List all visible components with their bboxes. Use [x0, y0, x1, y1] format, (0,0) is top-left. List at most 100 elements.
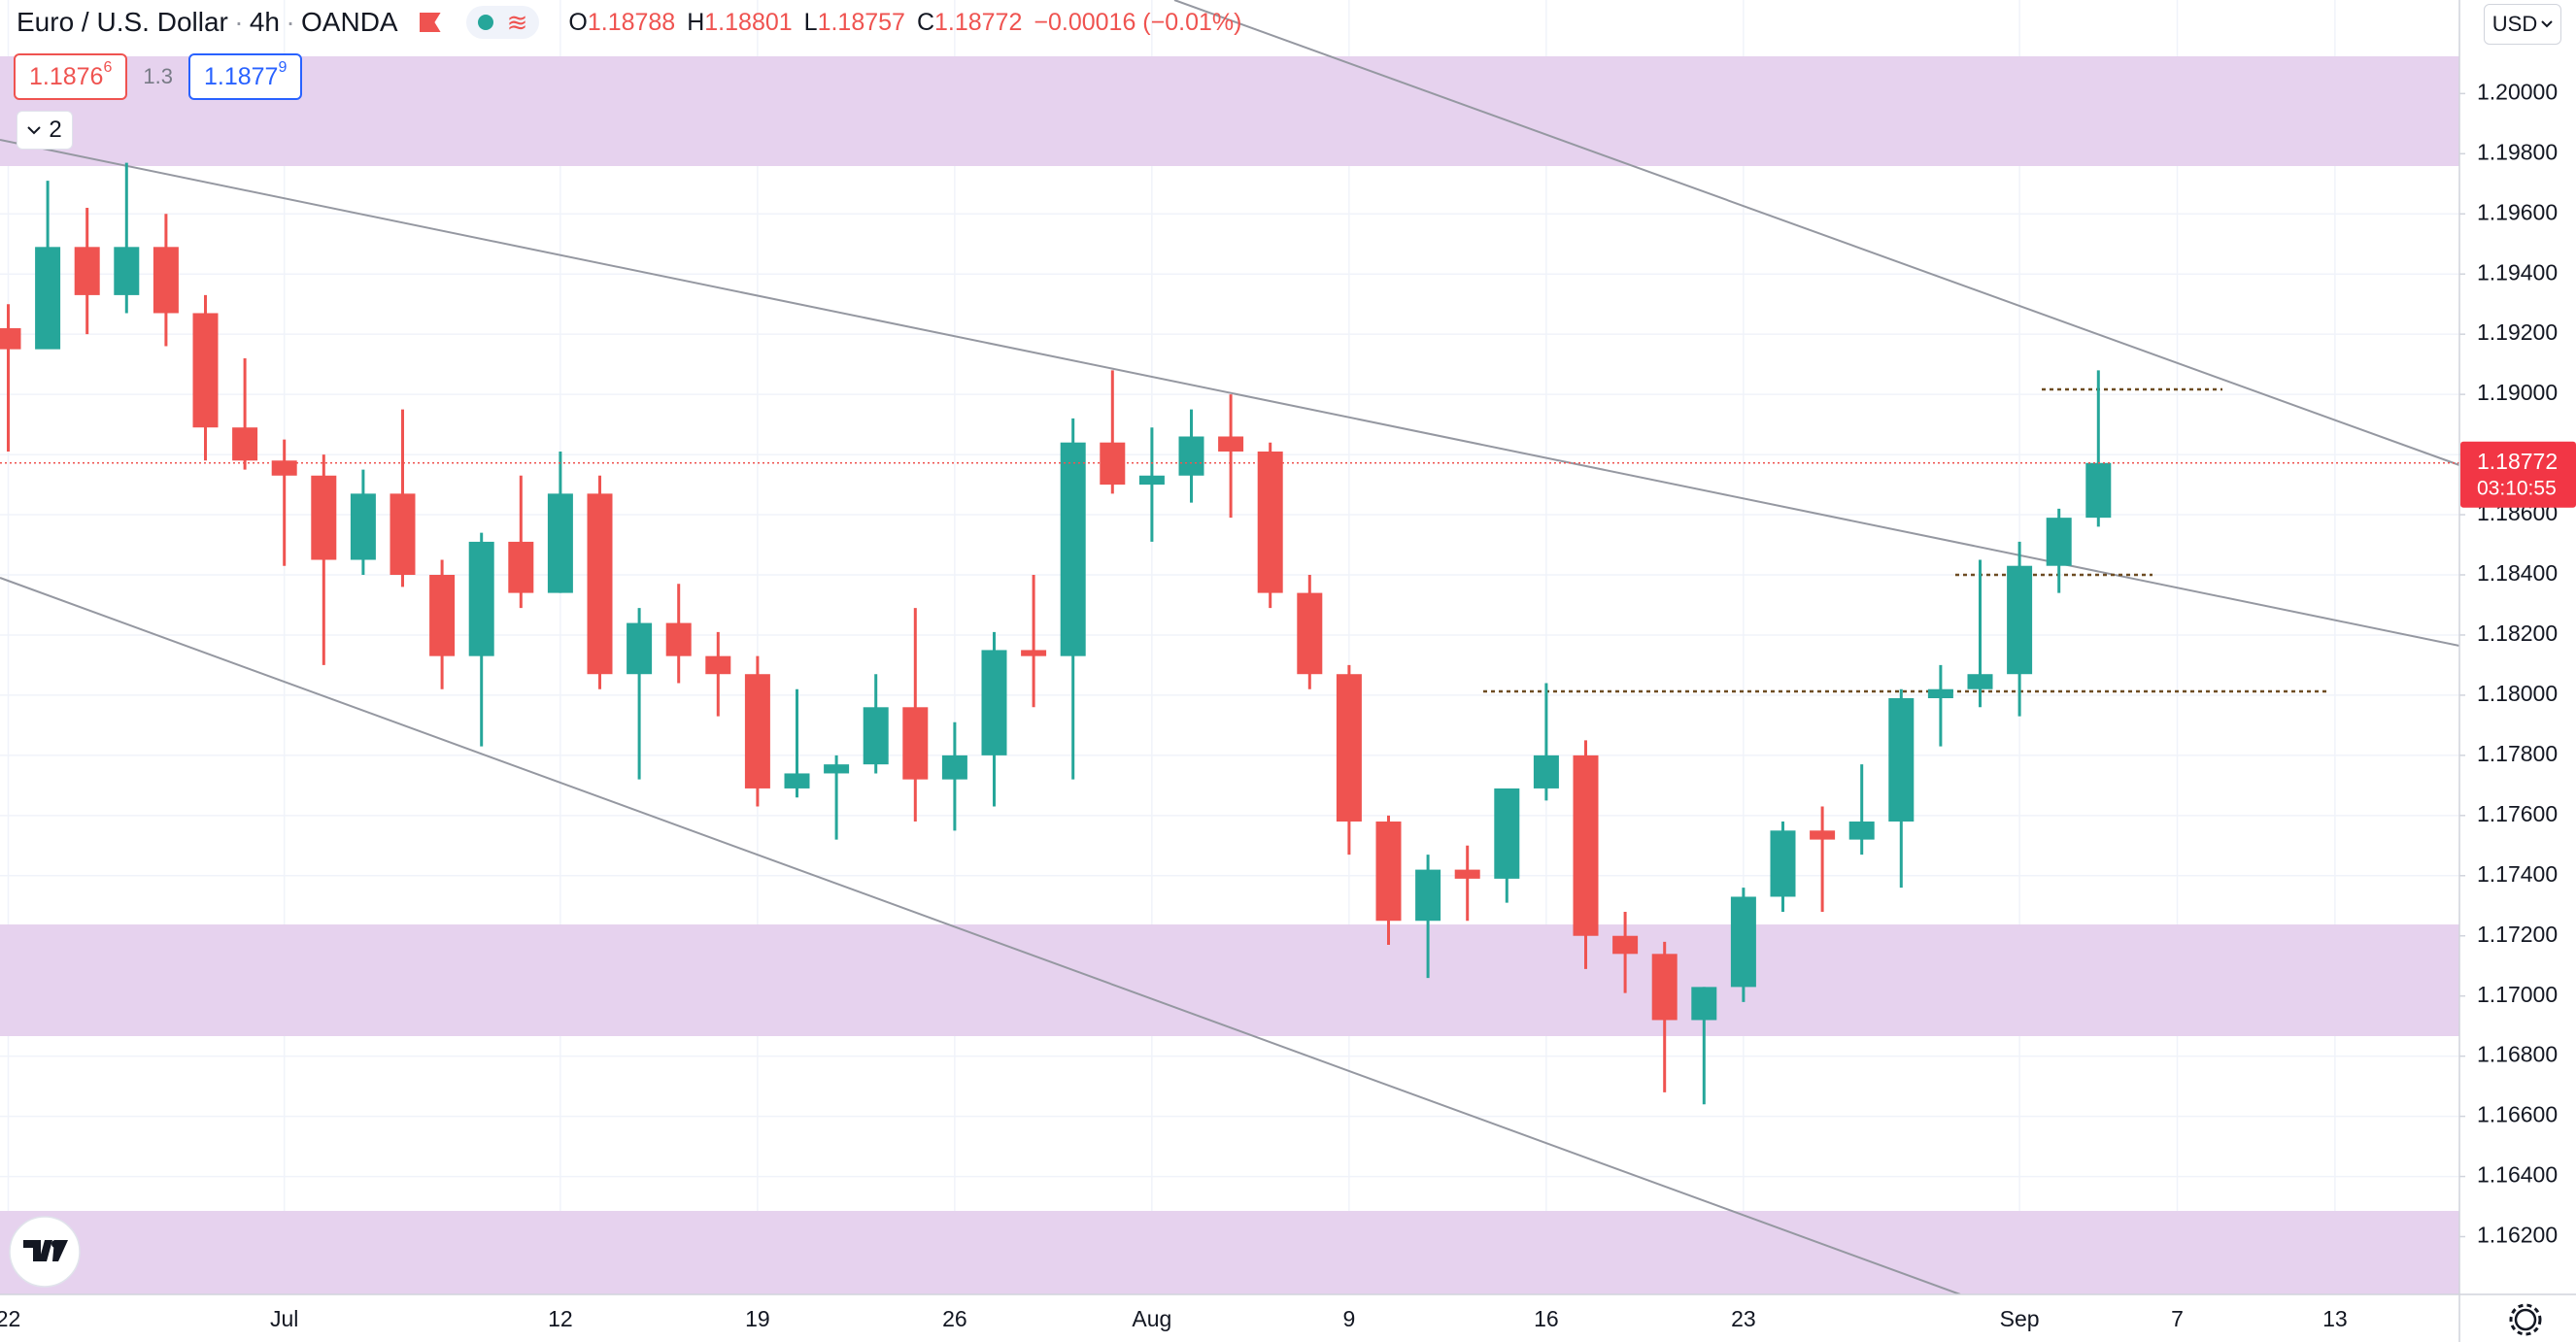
- candle-body: [1967, 674, 1993, 689]
- y-tick-label: 1.19600: [2477, 199, 2558, 224]
- candles: [0, 162, 2459, 1105]
- x-tick-label: 13: [2322, 1306, 2348, 1331]
- y-tick-label: 1.20000: [2477, 79, 2558, 104]
- candle-body: [1533, 755, 1559, 788]
- y-tick-label: 1.16200: [2477, 1223, 2558, 1248]
- buy-button[interactable]: 1.1877 9: [187, 53, 303, 100]
- currency-dropdown[interactable]: USD: [2484, 4, 2561, 45]
- support-zone: [0, 1211, 2459, 1294]
- flag-icon[interactable]: [419, 13, 441, 32]
- y-tick-label: 1.16800: [2477, 1042, 2558, 1067]
- x-tick-label: 19: [745, 1306, 770, 1331]
- settings-button[interactable]: [2509, 1303, 2542, 1336]
- price-change: −0.00016 (−0.01%): [1034, 8, 1242, 36]
- sell-pip: 6: [103, 59, 113, 76]
- x-tick-label: 12: [548, 1306, 573, 1331]
- drawings: [0, 0, 2459, 1294]
- currency: USD: [2491, 12, 2538, 36]
- candle-body: [1494, 788, 1520, 879]
- candle-body: [1612, 935, 1639, 955]
- time-axis: [0, 1294, 2459, 1342]
- candle-body: [627, 622, 653, 675]
- candle-body: [192, 313, 219, 428]
- candle-body: [824, 764, 850, 774]
- candle-body: [1730, 896, 1756, 988]
- ohlc-value: 1.18772: [934, 8, 1023, 36]
- countdown-label: 03:10:55: [2477, 477, 2557, 499]
- candle-body: [1888, 698, 1915, 822]
- candle-body: [941, 755, 967, 780]
- candle-body: [390, 493, 416, 575]
- candle-body: [1454, 869, 1480, 879]
- sell-button[interactable]: 1.1876 6: [14, 53, 128, 100]
- y-tick-label: 1.19000: [2477, 380, 2558, 405]
- y-tick-label: 1.17600: [2477, 801, 2558, 826]
- candle-body: [1060, 442, 1086, 656]
- candle-body: [1336, 674, 1362, 822]
- indicator-group-toggle[interactable]: 2: [17, 111, 73, 150]
- candle-body: [2046, 518, 2072, 566]
- trend-line: [0, 577, 1961, 1294]
- candle-body: [1810, 830, 1836, 840]
- x-tick-label: Sep: [2000, 1306, 2040, 1331]
- candle-body: [665, 622, 692, 656]
- candle-body: [2085, 462, 2112, 519]
- x-tick-label: Aug: [1132, 1306, 1171, 1331]
- trend-line: [1173, 0, 2459, 466]
- candle-body: [1927, 688, 1953, 699]
- interval[interactable]: 4h: [249, 7, 281, 37]
- ohlc-key: L: [803, 8, 818, 36]
- status-pill[interactable]: ≋: [465, 6, 540, 39]
- candle-body: [705, 655, 731, 675]
- resistance-zone: [0, 56, 2459, 166]
- y-tick-label: 1.17400: [2477, 861, 2558, 887]
- candle-body: [1651, 954, 1678, 1021]
- candle-body: [587, 493, 613, 675]
- candle-body: [1178, 436, 1204, 476]
- y-tick-label: 1.18000: [2477, 681, 2558, 706]
- y-tick-label: 1.18400: [2477, 560, 2558, 586]
- ohlc-value: 1.18801: [704, 8, 793, 36]
- candle-body: [784, 773, 810, 788]
- trade-buttons: 1.1876 6 1.3 1.1877 9: [14, 53, 303, 100]
- candle-body: [311, 475, 337, 560]
- symbol-title[interactable]: Euro / U.S. Dollar: [17, 7, 228, 37]
- candle-body: [74, 247, 100, 295]
- x-tick-label: 26: [942, 1306, 967, 1331]
- tradingview-logo[interactable]: [9, 1216, 81, 1288]
- candle-body: [468, 541, 494, 656]
- candle-body: [2007, 565, 2033, 675]
- buy-pip: 9: [278, 59, 288, 76]
- ohlc-key: O: [568, 8, 588, 36]
- x-tick-label: 7: [2171, 1306, 2184, 1331]
- candle-body: [1375, 822, 1402, 922]
- price-axis: [2459, 0, 2576, 1342]
- x-tick-label: 23: [1731, 1306, 1756, 1331]
- ohlc-value: 1.18757: [817, 8, 905, 36]
- candle-body: [1415, 869, 1441, 922]
- ohlc-key: H: [687, 8, 705, 36]
- candle-body: [35, 247, 61, 350]
- candle-body: [1021, 650, 1047, 656]
- last-price-label: 1.18772: [2477, 449, 2558, 474]
- symbol-header: Euro / U.S. Dollar · 4h · OANDA ≋ O1.187…: [17, 0, 1241, 45]
- y-tick-label: 1.19400: [2477, 259, 2558, 285]
- candle-body: [350, 493, 376, 560]
- chevron: [2541, 20, 2553, 28]
- ohlc-item: O1.18788: [568, 9, 675, 37]
- candle-body: [114, 247, 140, 295]
- spread: 1.3: [143, 64, 173, 88]
- separator: ·: [234, 7, 244, 37]
- ohlc-item: L1.18757: [804, 9, 905, 37]
- candle-body: [981, 650, 1007, 755]
- y-tick-label: 1.17200: [2477, 922, 2558, 947]
- y-tick-label: 1.18200: [2477, 621, 2558, 646]
- trend-line: [0, 139, 2459, 647]
- x-tick-label: 22: [0, 1306, 20, 1331]
- candle-body: [508, 541, 534, 593]
- candle-body: [232, 427, 258, 461]
- ohlc-value: 1.18788: [587, 8, 676, 36]
